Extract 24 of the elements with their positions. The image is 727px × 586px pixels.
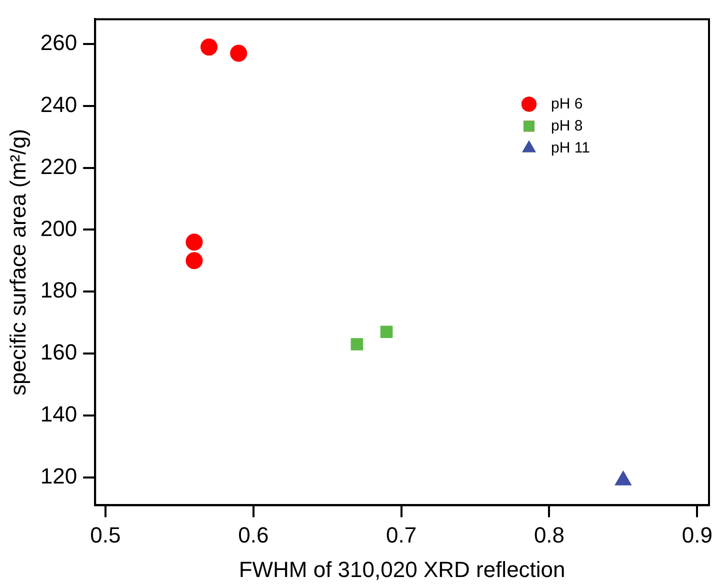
x-tick-label: 0.6 [238,522,269,548]
point [230,44,248,62]
legend-label: pH 11 [551,139,590,156]
point [200,38,218,56]
y-axis-title: specific surface area (m²/g) [5,128,30,396]
x-tick-label: 0.9 [682,522,712,548]
x-axis-title: FWHM of 310,020 XRD reflection [238,556,566,582]
y-tick-label: 260 [40,30,78,56]
y-tick-label: 120 [40,463,78,488]
point [186,252,203,270]
x-tick-label: 0.8 [534,522,565,548]
point [380,326,393,338]
legend-label: pH 8 [551,117,583,134]
legend-label: pH 6 [551,95,583,112]
x-tick-label: 0.7 [386,522,417,548]
y-tick-label: 180 [40,278,78,303]
y-tick-label: 160 [40,340,78,365]
y-tick-label: 240 [40,92,78,117]
point [350,338,364,350]
point [186,234,203,251]
y-tick-label: 200 [40,216,78,241]
y-tick-label: 220 [40,154,78,179]
y-tick-label: 140 [40,401,78,426]
x-tick-label: 0.5 [90,522,121,548]
